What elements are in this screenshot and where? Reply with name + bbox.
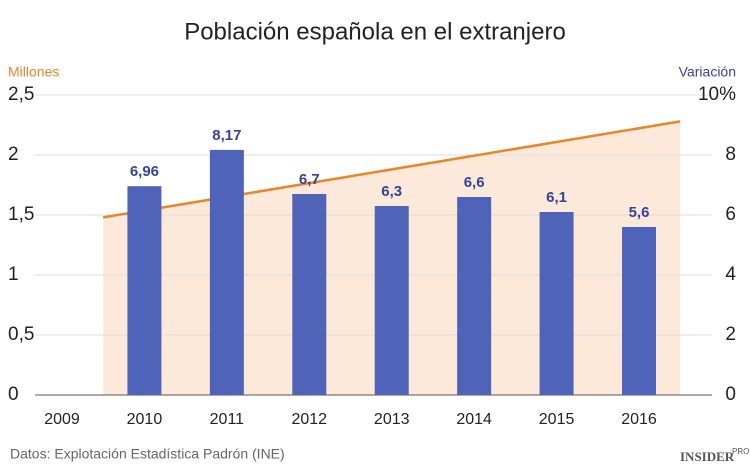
y2-tick-label: 4 xyxy=(725,264,736,285)
y2-tick-label: 8 xyxy=(725,144,736,165)
bar xyxy=(622,227,657,395)
x-tick-label: 2014 xyxy=(456,411,492,428)
line xyxy=(103,120,681,219)
bar xyxy=(209,149,244,395)
y-tick-label: 2 xyxy=(8,144,19,165)
bar xyxy=(127,186,162,395)
value-label: 6,1 xyxy=(546,189,567,206)
bar xyxy=(457,197,492,395)
y-tick-label: 0 xyxy=(8,384,19,405)
y2-tick-label: 2 xyxy=(725,324,736,345)
value-label: 5,6 xyxy=(629,204,650,221)
source: Datos: Explotación Estadística Padrón (I… xyxy=(10,446,285,462)
x-tick-label: 2009 xyxy=(44,411,80,428)
value-label: 6,7 xyxy=(299,171,320,188)
y2-tick-label: 0 xyxy=(725,384,736,405)
y2-tick-label: 10% xyxy=(698,84,736,105)
value-label: 6,6 xyxy=(464,174,485,191)
y-axis-label: Millones xyxy=(8,64,59,80)
value-label: 6,3 xyxy=(381,183,402,200)
y-tick-label: 0,5 xyxy=(8,324,34,345)
x-tick-label: 2016 xyxy=(621,411,657,428)
logo: INSIDER xyxy=(680,449,735,464)
logo-sup: PRO xyxy=(732,447,749,456)
y-tick-label: 1,5 xyxy=(8,204,34,225)
x-tick-label: 2012 xyxy=(291,411,327,428)
bar xyxy=(539,212,574,395)
y-tick-label: 2,5 xyxy=(8,84,34,105)
y-tick-label: 1 xyxy=(8,264,19,285)
chart-title: Población española en el extranjero xyxy=(184,18,566,45)
x-tick-label: 2010 xyxy=(127,411,163,428)
x-tick-label: 2011 xyxy=(210,411,245,428)
x-tick-label: 2015 xyxy=(539,411,575,428)
value-label: 8,17 xyxy=(212,127,241,144)
value-label: 6,96 xyxy=(130,163,159,180)
y2-tick-label: 6 xyxy=(725,204,736,225)
x-tick-label: 2013 xyxy=(374,411,410,428)
y2-axis-label: Variación xyxy=(679,64,736,80)
bar xyxy=(292,194,327,395)
bar xyxy=(374,206,409,395)
